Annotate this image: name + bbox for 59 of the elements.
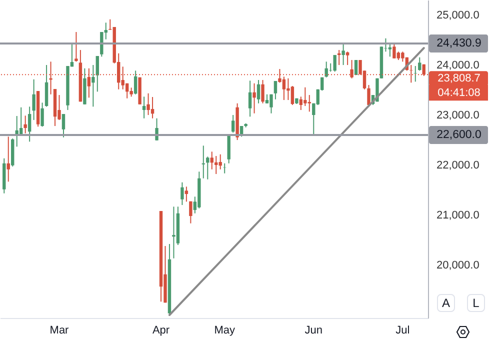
ref-line-label: 24,430.9 — [436, 37, 482, 50]
candlestick — [172, 206, 176, 259]
candlestick — [210, 151, 214, 170]
candlestick — [28, 106, 32, 142]
candlestick — [92, 64, 95, 108]
x-tick-label: May — [214, 324, 236, 336]
candlestick — [290, 86, 294, 106]
candlestick — [74, 32, 78, 62]
toggle-button: L — [467, 294, 485, 312]
candlestick — [308, 94, 311, 112]
candlestick — [270, 94, 273, 114]
candlestick — [62, 114, 66, 138]
candlestick — [202, 145, 205, 179]
toggle-button: A — [437, 294, 455, 312]
candlestick — [274, 80, 278, 100]
candlestick — [252, 82, 256, 114]
candlestick — [189, 200, 192, 224]
candlestick — [261, 80, 264, 104]
candlestick — [256, 80, 260, 104]
text: 04:41:08 — [438, 87, 480, 100]
candlestick — [388, 42, 392, 58]
candlestick — [414, 66, 417, 82]
candlestick — [96, 56, 100, 92]
ref-line-label: 23,808.7 — [438, 72, 480, 85]
y-tick-label: 21,000.0 — [436, 210, 480, 222]
y-tick-label: 22,000.0 — [436, 160, 480, 172]
candlestick — [32, 78, 36, 120]
candlestick — [248, 80, 252, 118]
y-tick-label: 24,000.0 — [436, 60, 480, 72]
y-tick-label: 25,000.0 — [436, 10, 480, 22]
candlestick — [304, 86, 307, 106]
candlestick — [24, 115, 27, 134]
candlestick — [392, 42, 396, 59]
candlestick — [206, 156, 210, 180]
candlestick — [184, 186, 188, 202]
candlestick — [44, 64, 48, 108]
y-tick-label: 20,000.0 — [436, 260, 480, 272]
candlestick — [142, 96, 146, 119]
candlestick — [40, 102, 44, 128]
y-tick-label: 23,000.0 — [436, 110, 480, 122]
candlestick — [146, 92, 150, 116]
candlestick — [418, 56, 422, 72]
candlestick — [346, 51, 350, 66]
x-tick-label: Apr — [152, 324, 170, 336]
candlestick — [342, 42, 345, 66]
x-tick-label: Mar — [50, 324, 70, 336]
candlestick — [354, 60, 358, 75]
x-tick-label: Jul — [396, 324, 410, 336]
candlestick — [333, 54, 336, 72]
candlestick — [150, 96, 154, 119]
candlestick — [6, 136, 10, 182]
candlestick — [231, 114, 235, 134]
candlestick — [134, 70, 138, 95]
ref-line-label: 22,600.0 — [436, 129, 482, 141]
candlestick — [286, 78, 290, 100]
candlestick — [180, 182, 184, 206]
candlestick — [299, 96, 303, 110]
x-tick-label: Jun — [304, 324, 323, 336]
candlestick — [125, 82, 129, 99]
